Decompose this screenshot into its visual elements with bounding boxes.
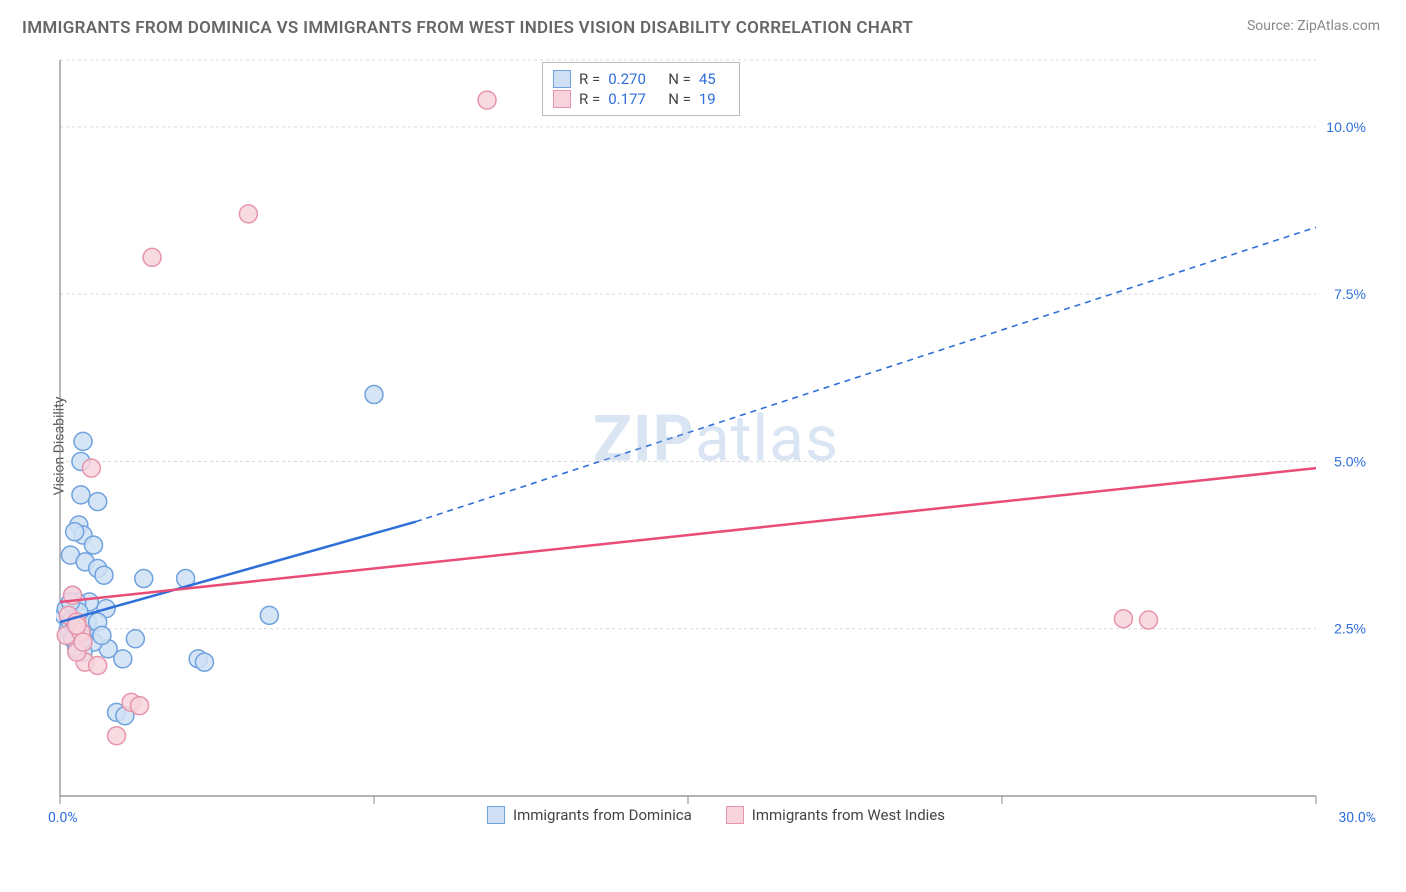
stats-legend-row: R =0.177N =19 (553, 89, 727, 109)
data-point (108, 727, 126, 745)
data-point (260, 606, 278, 624)
y-tick-label: 2.5% (1334, 621, 1366, 637)
data-point (195, 653, 213, 671)
x-max-label: 30.0% (1338, 810, 1376, 826)
series-legend-item: Immigrants from West Indies (726, 806, 945, 824)
data-point (74, 432, 92, 450)
x-origin-label: 0.0% (48, 810, 78, 826)
data-point (131, 697, 149, 715)
data-point (126, 630, 144, 648)
legend-swatch-icon (726, 806, 744, 824)
legend-swatch-icon (553, 90, 571, 108)
data-point (1114, 610, 1132, 628)
legend-swatch-icon (487, 806, 505, 824)
data-point (72, 486, 90, 504)
y-tick-label: 10.0% (1326, 119, 1366, 135)
data-point (1140, 611, 1158, 629)
series-legend: Immigrants from Dominica Immigrants from … (487, 806, 945, 824)
legend-swatch-icon (553, 70, 571, 88)
series-legend-label: Immigrants from Dominica (513, 806, 692, 824)
data-point (135, 570, 153, 588)
scatter-plot: 2.5%5.0%7.5%10.0% ZIPatlas R =0.270N =45… (56, 56, 1376, 822)
data-point (93, 626, 111, 644)
data-point (95, 566, 113, 584)
regression-line (60, 468, 1316, 602)
series-legend-item: Immigrants from Dominica (487, 806, 692, 824)
data-point (114, 650, 132, 668)
series-legend-label: Immigrants from West Indies (752, 806, 945, 824)
data-point (74, 633, 92, 651)
data-point (89, 493, 107, 511)
stats-legend: R =0.270N =45R =0.177N =19 (542, 62, 740, 116)
data-point (89, 657, 107, 675)
y-tick-label: 5.0% (1334, 453, 1366, 469)
source-attribution: Source: ZipAtlas.com (1247, 18, 1380, 34)
data-point (84, 536, 102, 554)
data-point (143, 248, 161, 266)
regression-line (60, 522, 416, 622)
chart-title: IMMIGRANTS FROM DOMINICA VS IMMIGRANTS F… (22, 18, 913, 38)
plot-svg: 2.5% 5.0% 7.5% 10.0% (56, 56, 1376, 822)
data-point (82, 459, 100, 477)
regression-extrapolation (416, 227, 1316, 521)
data-point (239, 205, 257, 223)
data-point (478, 91, 496, 109)
y-tick-label: 7.5% (1334, 286, 1366, 302)
stats-legend-row: R =0.270N =45 (553, 69, 727, 89)
data-point (365, 386, 383, 404)
data-point (66, 523, 84, 541)
